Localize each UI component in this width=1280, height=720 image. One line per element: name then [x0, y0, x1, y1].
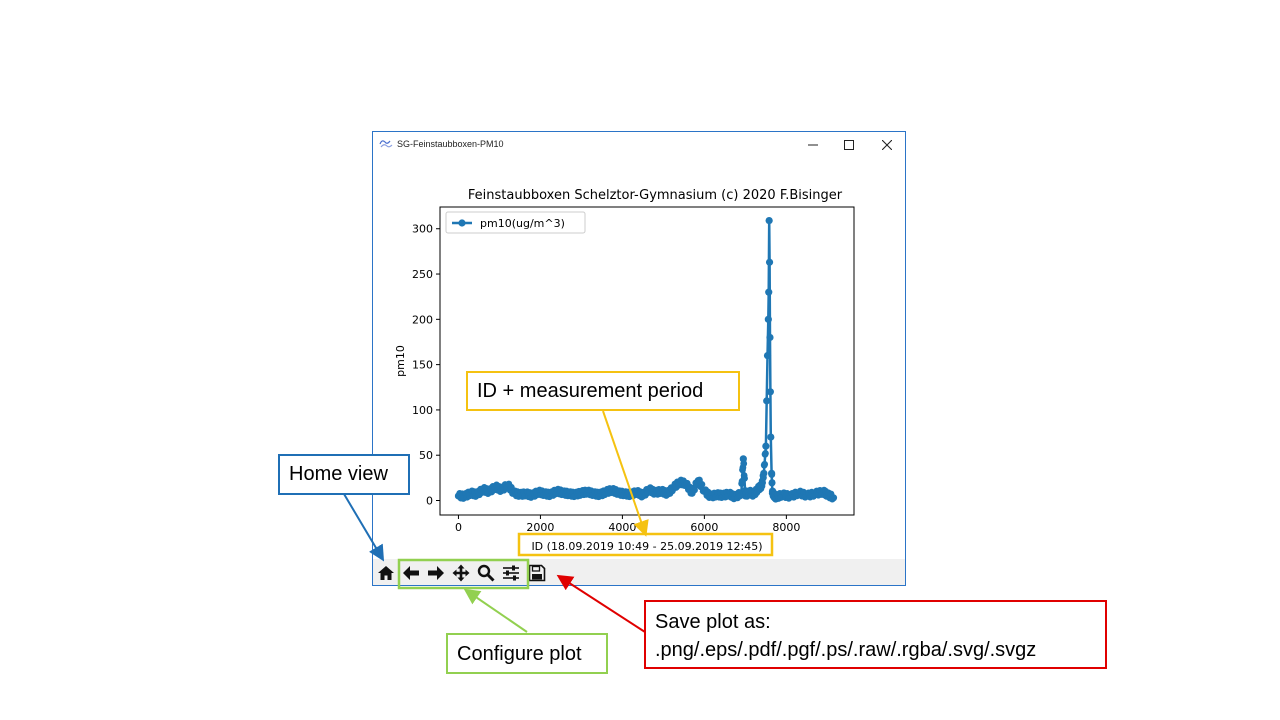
data-point — [768, 479, 776, 486]
data-point — [765, 258, 774, 266]
data-point — [760, 474, 767, 482]
floppy-disk-icon — [528, 564, 546, 582]
data-point — [766, 333, 774, 342]
maximize-icon — [844, 140, 854, 150]
chart-title: Feinstaubboxen Schelztor-Gymnasium (c) 2… — [468, 188, 843, 203]
save-plot-callout: Save plot as: .png/.eps/.pdf/.pgf/.ps/.r… — [644, 600, 1107, 669]
data-point — [766, 388, 774, 396]
y-tick-label: 0 — [426, 495, 433, 508]
data-point — [691, 486, 698, 494]
data-point — [762, 450, 769, 457]
x-tick-label: 6000 — [690, 521, 718, 534]
x-tick-label: 8000 — [772, 521, 800, 534]
data-point — [698, 480, 706, 488]
plot-canvas[interactable]: Feinstaubboxen Schelztor-Gymnasium (c) 2… — [373, 158, 905, 559]
save-button[interactable] — [526, 562, 548, 584]
y-tick-label: 250 — [412, 268, 433, 281]
data-point — [741, 475, 748, 482]
x-axis-label: ID (18.09.2019 10:49 - 25.09.2019 12:45) — [531, 540, 762, 553]
app-icon — [379, 140, 393, 148]
data-point — [759, 479, 766, 487]
forward-button[interactable] — [425, 562, 447, 584]
configure-subplots-button[interactable] — [500, 562, 522, 584]
y-tick-label: 150 — [412, 359, 433, 372]
maximize-button[interactable] — [834, 136, 864, 154]
home-view-callout: Home view — [278, 454, 410, 495]
plot-frame — [439, 206, 855, 516]
y-tick-label: 300 — [412, 223, 433, 236]
y-tick-label: 100 — [412, 404, 433, 417]
y-tick-label: 200 — [412, 313, 433, 326]
back-button[interactable] — [400, 562, 422, 584]
id-period-label: ID + measurement period — [477, 380, 704, 402]
minimize-icon — [808, 144, 818, 146]
data-point — [763, 397, 771, 405]
data-point — [764, 315, 772, 323]
app-window: SG-Feinstaubboxen-PM10 Feinstaubboxen Sc… — [372, 131, 906, 586]
legend-box — [445, 211, 586, 234]
data-point — [763, 351, 772, 360]
data-point — [762, 442, 770, 450]
y-tick-label: 50 — [419, 449, 433, 462]
data-point — [757, 485, 765, 492]
id-period-callout: ID + measurement period — [466, 371, 740, 411]
window-title: SG-Feinstaubboxen-PM10 — [397, 139, 504, 149]
home-button[interactable] — [375, 562, 397, 584]
arrow-left-icon — [403, 566, 419, 580]
pan-button[interactable] — [450, 562, 472, 584]
data-point — [765, 216, 773, 225]
title-bar[interactable]: SG-Feinstaubboxen-PM10 — [373, 132, 905, 158]
move-icon — [452, 564, 470, 582]
legend-label: pm10(ug/m^3) — [480, 217, 565, 230]
arrow-right-icon — [428, 566, 444, 580]
chart-legend: pm10(ug/m^3) — [445, 211, 586, 234]
x-tick-label: 2000 — [526, 521, 554, 534]
sliders-icon — [503, 565, 519, 581]
save-plot-label: Save plot as: .png/.eps/.pdf/.pgf/.ps/.r… — [655, 611, 1037, 661]
zoom-button[interactable] — [475, 562, 497, 584]
data-point — [761, 460, 769, 468]
data-point — [765, 288, 773, 296]
data-point — [827, 490, 835, 498]
configure-plot-label: Configure plot — [457, 643, 582, 665]
pm10-chart: Feinstaubboxen Schelztor-Gymnasium (c) 2… — [394, 188, 855, 553]
minimize-button[interactable] — [798, 136, 828, 154]
close-button[interactable] — [872, 136, 902, 154]
data-point — [767, 433, 775, 441]
close-icon — [882, 140, 892, 150]
plot-toolbar — [373, 559, 905, 585]
y-axis-label: pm10 — [394, 345, 407, 377]
legend-marker — [458, 219, 466, 227]
home-view-label: Home view — [289, 463, 388, 485]
data-point — [736, 492, 744, 500]
x-tick-label: 4000 — [608, 521, 636, 534]
data-point — [828, 495, 836, 503]
configure-plot-arrow — [463, 588, 528, 633]
configure-plot-callout: Configure plot — [446, 633, 608, 674]
magnifier-icon — [477, 564, 495, 582]
home-icon — [378, 566, 394, 580]
x-tick-label: 0 — [455, 521, 462, 534]
data-point — [740, 460, 748, 467]
data-point — [768, 471, 776, 478]
